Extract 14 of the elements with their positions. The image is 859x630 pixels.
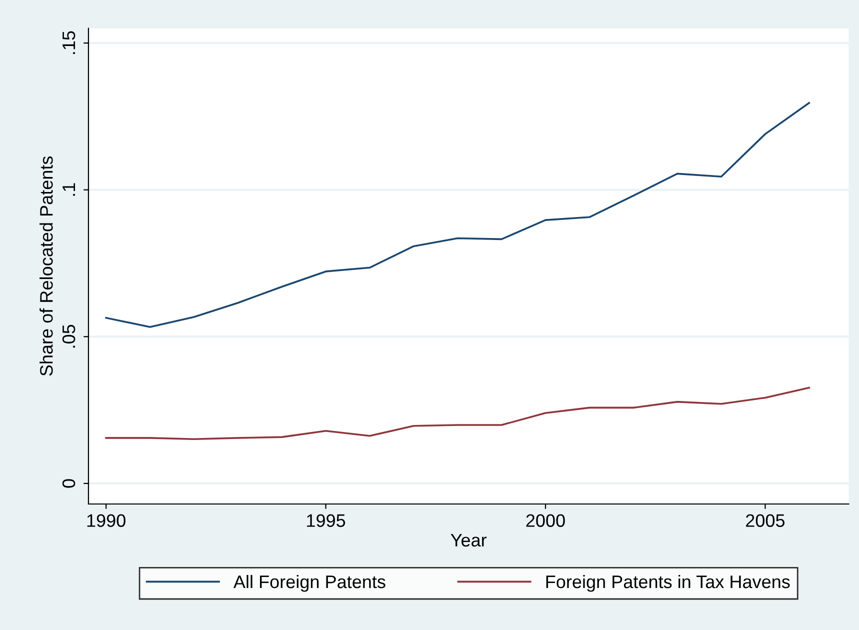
y-tick-label: .15 bbox=[62, 31, 76, 54]
y-tick-label: .05 bbox=[62, 324, 76, 348]
legend-label: All Foreign Patents bbox=[233, 574, 386, 592]
line-series bbox=[105, 386, 810, 440]
x-tick-label: 1995 bbox=[307, 514, 346, 527]
x-tick-label: 2005 bbox=[746, 514, 785, 527]
line-series bbox=[105, 102, 810, 328]
x-axis-title: Year bbox=[450, 534, 487, 547]
y-axis-title: Share of Relocated Patents bbox=[40, 156, 53, 376]
legend-label: Foreign Patents in Tax Havens bbox=[546, 574, 790, 592]
y-tick-label: .1 bbox=[62, 183, 76, 196]
x-tick-label: 2000 bbox=[526, 514, 565, 527]
x-tick-label: 1990 bbox=[87, 514, 126, 527]
y-tick-label: 0 bbox=[62, 479, 76, 488]
